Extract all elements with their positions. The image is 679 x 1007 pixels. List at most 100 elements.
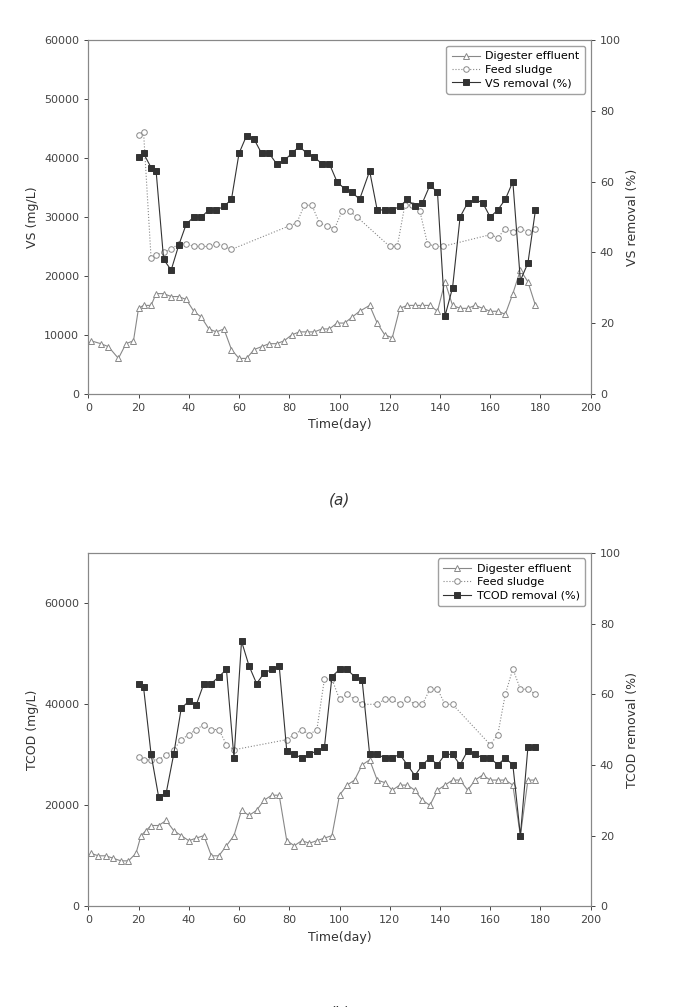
X-axis label: Time(day): Time(day) <box>308 930 371 944</box>
Y-axis label: VS (mg/L): VS (mg/L) <box>26 186 39 248</box>
Feed sludge <box>494 232 502 244</box>
Digester effluent <box>242 352 251 365</box>
Feed sludge <box>516 223 524 235</box>
X-axis label: Time(day): Time(day) <box>308 418 371 431</box>
Y-axis label: TCOD (mg/L): TCOD (mg/L) <box>26 690 39 769</box>
Feed sludge <box>509 226 517 238</box>
Feed sludge <box>182 238 190 250</box>
Feed sludge <box>147 252 155 264</box>
Line: Feed sludge: Feed sludge <box>136 129 538 261</box>
Feed sludge <box>386 241 394 253</box>
Digester effluent <box>486 774 494 786</box>
Digester effluent <box>235 352 243 365</box>
Feed sludge <box>424 238 432 250</box>
Feed sludge <box>403 693 411 705</box>
Feed sludge <box>532 688 540 700</box>
VS removal (%) <box>381 203 389 215</box>
Feed sludge <box>396 698 404 710</box>
Feed sludge <box>152 250 160 262</box>
Feed sludge <box>160 247 168 259</box>
Digester effluent <box>373 317 382 329</box>
Digester effluent <box>328 830 336 842</box>
Feed sludge <box>192 723 200 735</box>
Digester effluent <box>114 352 122 365</box>
Line: TCOD removal (%): TCOD removal (%) <box>136 638 538 839</box>
Feed sludge <box>282 734 291 746</box>
Text: (a): (a) <box>329 492 350 508</box>
Feed sludge <box>155 754 163 766</box>
Feed sludge <box>418 698 426 710</box>
Feed sludge <box>353 211 361 224</box>
Feed sludge <box>220 241 228 253</box>
Feed sludge <box>524 226 532 238</box>
VS removal (%) <box>242 130 251 142</box>
Feed sludge <box>439 241 447 253</box>
Feed sludge <box>486 229 494 241</box>
Feed sludge <box>285 220 293 232</box>
Feed sludge <box>308 199 316 211</box>
Feed sludge <box>134 751 143 763</box>
Feed sludge <box>293 217 301 229</box>
VS removal (%) <box>411 200 419 212</box>
Digester effluent <box>117 855 125 867</box>
VS removal (%) <box>441 310 449 322</box>
Digester effluent <box>205 323 213 335</box>
Digester effluent <box>167 290 175 302</box>
Digester effluent <box>532 299 540 311</box>
Feed sludge <box>408 199 416 211</box>
Feed sludge <box>306 729 314 741</box>
Digester effluent <box>220 323 228 335</box>
Feed sludge <box>170 744 178 756</box>
Feed sludge <box>320 673 329 685</box>
Feed sludge <box>328 673 336 685</box>
Feed sludge <box>300 199 308 211</box>
Feed sludge <box>331 223 339 235</box>
Digester effluent <box>87 334 95 346</box>
Feed sludge <box>393 241 401 253</box>
Digester effluent <box>245 810 253 822</box>
Line: Feed sludge: Feed sludge <box>136 667 538 762</box>
Feed sludge <box>411 698 419 710</box>
Digester effluent <box>516 264 524 276</box>
TCOD removal (%) <box>134 678 143 690</box>
VS removal (%) <box>356 193 364 205</box>
Digester effluent <box>87 847 95 859</box>
VS removal (%) <box>134 151 143 163</box>
Feed sludge <box>147 754 155 766</box>
Feed sludge <box>139 126 147 138</box>
Feed sludge <box>162 749 170 761</box>
Feed sludge <box>290 729 298 741</box>
Feed sludge <box>401 199 409 211</box>
TCOD removal (%) <box>290 748 298 760</box>
Feed sludge <box>205 241 213 253</box>
Line: VS removal (%): VS removal (%) <box>136 133 538 319</box>
Legend: Digester effluent, Feed sludge, TCOD removal (%): Digester effluent, Feed sludge, TCOD rem… <box>438 558 585 606</box>
Digester effluent <box>192 832 200 844</box>
Feed sludge <box>315 217 323 229</box>
Feed sludge <box>139 754 147 766</box>
VS removal (%) <box>288 147 296 159</box>
Legend: Digester effluent, Feed sludge, VS removal (%): Digester effluent, Feed sludge, VS remov… <box>447 46 585 94</box>
TCOD removal (%) <box>516 830 524 842</box>
Feed sludge <box>501 223 509 235</box>
Y-axis label: TCOD removal (%): TCOD removal (%) <box>626 672 640 787</box>
Feed sludge <box>416 205 424 218</box>
Feed sludge <box>388 693 397 705</box>
Feed sludge <box>524 683 532 695</box>
Feed sludge <box>213 238 221 250</box>
Text: (b): (b) <box>329 1005 350 1007</box>
Feed sludge <box>313 723 321 735</box>
VS removal (%) <box>198 211 206 224</box>
Feed sludge <box>297 723 306 735</box>
Feed sludge <box>200 718 208 730</box>
Feed sludge <box>198 241 206 253</box>
Feed sludge <box>448 698 456 710</box>
TCOD removal (%) <box>200 678 208 690</box>
Feed sludge <box>343 688 351 700</box>
Y-axis label: VS removal (%): VS removal (%) <box>626 168 640 266</box>
TCOD removal (%) <box>381 752 389 764</box>
Feed sludge <box>338 205 346 218</box>
Feed sludge <box>215 723 223 735</box>
Feed sludge <box>177 734 185 746</box>
Feed sludge <box>358 698 366 710</box>
